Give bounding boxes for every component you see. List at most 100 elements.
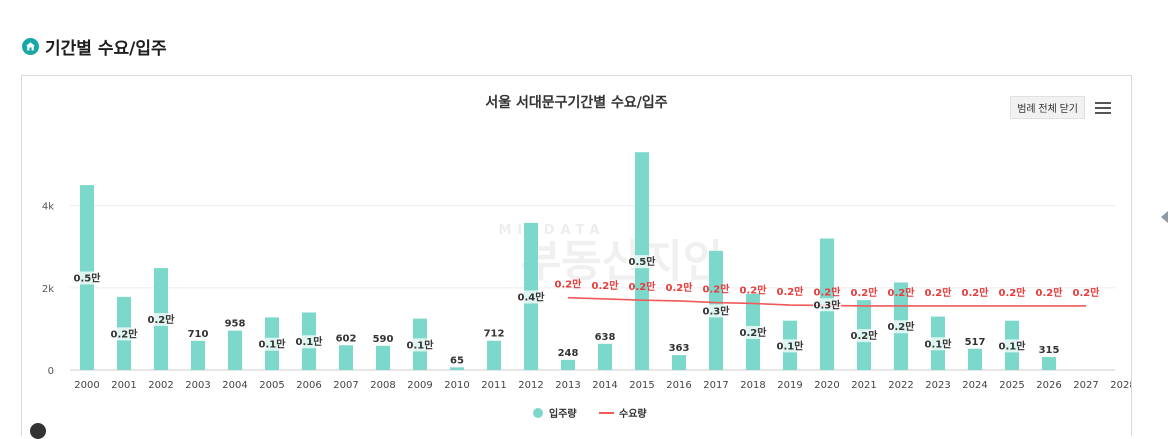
bar-label-bg (73, 271, 101, 285)
bar-data-label: 0.2만 (888, 320, 916, 333)
bar-data-label: 0.1만 (925, 337, 953, 350)
x-tick-label: 2027 (1073, 380, 1098, 391)
bar-label-bg (517, 290, 545, 304)
bar-data-label: 0.1만 (407, 338, 435, 351)
y-tick-label: 2k (42, 284, 54, 295)
watermark-en: MICDATA (498, 223, 605, 238)
x-tick-label: 2002 (148, 380, 173, 391)
x-tick-label: 2020 (814, 380, 839, 391)
bar-data-label: 0.2만 (851, 329, 879, 342)
bar-label-bg (372, 331, 394, 345)
bar-data-label: 315 (1039, 345, 1060, 356)
bar-data-label: 65 (450, 355, 464, 366)
x-tick-label: 2003 (185, 380, 210, 391)
bar-data-label: 0.2만 (740, 326, 768, 339)
x-tick-label: 2013 (555, 380, 580, 391)
line-data-label: 0.2만 (666, 281, 694, 294)
x-tick-label: 2025 (999, 380, 1024, 391)
line-data-label: 0.2만 (888, 286, 916, 299)
bar-data-label: 712 (484, 329, 505, 340)
x-tick-label: 2004 (222, 380, 247, 391)
bar-data-label: 0.3만 (814, 298, 842, 311)
bar (450, 367, 464, 370)
bar-label-bg (110, 327, 138, 341)
scroll-left-arrow-icon[interactable] (1161, 211, 1168, 223)
y-tick-label: 4k (42, 202, 54, 213)
bar-data-label: 363 (669, 343, 690, 354)
bar-data-label: 0.4만 (518, 290, 546, 303)
bar-data-label: 602 (336, 333, 357, 344)
watermark-ko: 부동산지인 (521, 236, 723, 287)
bar-label-bg (776, 339, 804, 353)
section-title: 기간별 수요/입주 (45, 38, 167, 59)
hamburger-menu-icon[interactable] (1095, 101, 1111, 114)
bar (561, 359, 575, 370)
x-tick-label: 2024 (962, 380, 987, 391)
line-data-label: 0.2만 (629, 280, 657, 293)
line-data-label: 0.2만 (703, 283, 731, 296)
x-tick-label: 2011 (481, 380, 506, 391)
bar-label-bg (224, 316, 246, 330)
chart-toolbar: 범례 전체 닫기 (1010, 96, 1111, 119)
bar-label-bg (258, 337, 286, 351)
line-data-label: 0.2만 (962, 286, 990, 299)
x-tick-label: 2012 (518, 380, 543, 391)
bar-data-label: 0.1만 (999, 339, 1027, 352)
bar-data-label: 0.1만 (777, 339, 805, 352)
bar-data-label: 710 (188, 329, 209, 340)
line-data-label: 0.2만 (740, 283, 768, 296)
x-tick-label: 2015 (629, 380, 654, 391)
x-tick-label: 2010 (444, 380, 469, 391)
bar-label-bg (1038, 343, 1060, 357)
legend-bar-marker (533, 408, 543, 418)
x-tick-label: 2017 (703, 380, 728, 391)
bar-data-label: 0.1만 (296, 335, 324, 348)
line-data-label: 0.2만 (814, 285, 842, 298)
x-tick-label: 2019 (777, 380, 802, 391)
bar-data-label: 0.2만 (111, 327, 139, 340)
section-header: 기간별 수요/입주 (22, 34, 167, 59)
bar-data-label: 590 (373, 334, 394, 345)
line-data-label: 0.2만 (1036, 286, 1064, 299)
bar-label-bg (628, 255, 656, 269)
x-tick-label: 2000 (74, 380, 99, 391)
line-data-label: 0.2만 (999, 286, 1027, 299)
bar-label-bg (483, 326, 505, 340)
bar-label-bg (964, 334, 986, 348)
x-tick-label: 2008 (370, 380, 395, 391)
x-tick-label: 2026 (1036, 380, 1061, 391)
legend-close-all-button[interactable]: 범례 전체 닫기 (1010, 96, 1085, 119)
bar (672, 355, 686, 370)
bar-label-bg (406, 338, 434, 352)
bar (487, 340, 501, 370)
bar-label-bg (295, 335, 323, 349)
bar-label-bg (147, 313, 175, 327)
bar-label-bg (813, 298, 841, 312)
x-tick-label: 2018 (740, 380, 765, 391)
bar-label-bg (668, 341, 690, 355)
legend-item-line: 수요량 (619, 408, 647, 420)
x-tick-label: 2007 (333, 380, 358, 391)
bar-data-label: 0.2만 (148, 313, 176, 326)
x-tick-label: 2014 (592, 380, 617, 391)
bar-label-bg (739, 325, 767, 339)
line-data-label: 0.2만 (1073, 286, 1101, 299)
x-tick-label: 2006 (296, 380, 321, 391)
legend-item-bar: 입주량 (549, 407, 577, 420)
bar-label-bg (887, 320, 915, 334)
bar-label-bg (449, 353, 465, 367)
bar-label-bg (557, 345, 579, 359)
bar (968, 348, 982, 370)
bar-label-bg (702, 304, 730, 318)
bar-label-bg (187, 326, 209, 340)
floating-button[interactable] (30, 423, 46, 439)
bar-label-bg (998, 339, 1026, 353)
bar-data-label: 0.5만 (74, 272, 102, 285)
chart-title: 서울 서대문구기간별 수요/입주 (485, 95, 668, 111)
x-tick-label: 2001 (111, 380, 136, 391)
line-data-label: 0.2만 (851, 286, 879, 299)
bar-data-label: 0.1만 (259, 338, 287, 351)
x-tick-label: 2023 (925, 380, 950, 391)
line-data-label: 0.2만 (777, 285, 805, 298)
